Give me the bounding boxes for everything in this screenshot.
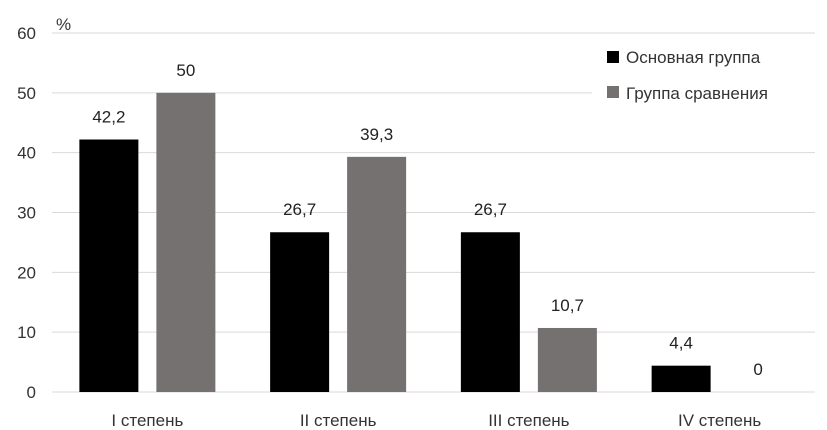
- y-tick-label: 0: [27, 383, 36, 402]
- y-tick-label: 40: [17, 144, 36, 163]
- bar: [460, 232, 520, 392]
- bar: [79, 139, 139, 392]
- bars: [79, 92, 711, 392]
- legend-label-main-group: Основная группа: [626, 48, 761, 67]
- data-label: 39,3: [360, 125, 393, 144]
- data-label: 50: [176, 61, 195, 80]
- data-label: 0: [753, 360, 762, 379]
- data-label: 26,7: [474, 200, 507, 219]
- data-label: 26,7: [283, 200, 316, 219]
- data-label: 10,7: [551, 296, 584, 315]
- legend-swatch-main-group: [607, 51, 619, 63]
- bar: [651, 365, 711, 392]
- x-category-label: IV степень: [678, 411, 761, 430]
- y-tick-label: 30: [17, 204, 36, 223]
- legend-label-comparison-group: Группа сравнения: [626, 84, 768, 103]
- x-category-label: III степень: [488, 411, 569, 430]
- y-tick-label: 10: [17, 323, 36, 342]
- y-tick-label: 50: [17, 84, 36, 103]
- x-category-label: I степень: [111, 411, 183, 430]
- legend-background: [592, 40, 822, 112]
- bar: [347, 156, 407, 392]
- bar: [156, 92, 216, 392]
- legend-swatch-comparison-group: [607, 86, 619, 98]
- x-axis-categories: I степень II степень III степень IV степень: [111, 411, 761, 430]
- data-labels: 42,2 26,7 26,7 4,4 50 39,3 10,7 0: [92, 61, 763, 379]
- bar: [270, 232, 330, 392]
- legend: Основная группа Группа сравнения: [592, 40, 822, 112]
- y-tick-label: 60: [17, 24, 36, 43]
- y-tick-label: 20: [17, 263, 36, 282]
- data-label: 4,4: [669, 334, 693, 353]
- x-category-label: II степень: [300, 411, 377, 430]
- data-label: 42,2: [92, 108, 125, 127]
- y-axis-unit-label: %: [56, 15, 71, 34]
- y-axis-ticks: 0 10 20 30 40 50 60: [17, 24, 36, 402]
- bar: [537, 327, 597, 392]
